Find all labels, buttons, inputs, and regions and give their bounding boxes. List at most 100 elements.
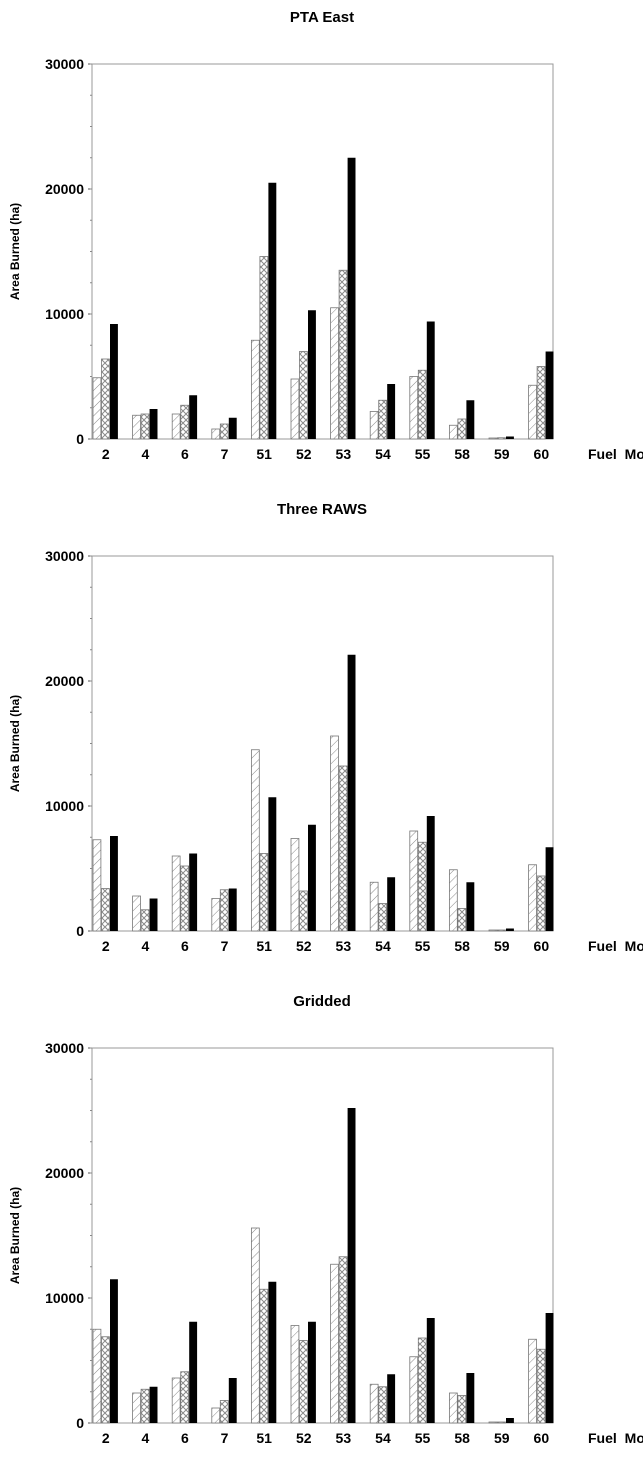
bar-53-s1 bbox=[330, 1263, 339, 1424]
x-tick-label: 54 bbox=[375, 1430, 391, 1446]
bar-55-s1 bbox=[409, 376, 419, 440]
bar-7-s2 bbox=[219, 423, 229, 440]
bar-7-s1 bbox=[211, 428, 221, 440]
x-tick-label: 55 bbox=[415, 938, 431, 954]
bar-55-s2 bbox=[417, 1337, 427, 1424]
bar-52-s2 bbox=[299, 1340, 308, 1424]
bar-55-s1 bbox=[409, 1356, 419, 1424]
bar-2-s2 bbox=[101, 888, 110, 932]
y-tick-label: 0 bbox=[76, 431, 84, 447]
bar-2-s1 bbox=[92, 1328, 102, 1424]
x-tick-label: 52 bbox=[296, 1430, 312, 1446]
bar-60-s1 bbox=[528, 384, 537, 440]
bar-60-s2 bbox=[536, 366, 546, 440]
bar-58-s3 bbox=[466, 1373, 475, 1423]
bar-53-s1 bbox=[330, 735, 339, 932]
x-tick-label: 59 bbox=[494, 1430, 510, 1446]
chart-title: PTA East bbox=[290, 9, 354, 26]
bar-51-s2 bbox=[259, 256, 269, 440]
bar-59-s1 bbox=[488, 929, 498, 932]
bar-54-s3 bbox=[387, 384, 396, 439]
bar-58-s3 bbox=[466, 882, 475, 931]
bar-4-s3 bbox=[149, 409, 158, 439]
y-axis-label: Area Burned (ha) bbox=[8, 1187, 22, 1284]
plot-frame bbox=[91, 63, 554, 440]
bar-6-s1 bbox=[171, 1377, 181, 1424]
bar-51-s3 bbox=[268, 797, 277, 931]
y-axis-label: Area Burned (ha) bbox=[8, 695, 22, 792]
bar-2-s3 bbox=[110, 324, 118, 439]
bar-59-s3 bbox=[506, 1418, 514, 1423]
y-tick-label: 30000 bbox=[45, 548, 84, 564]
x-tick-label: 55 bbox=[415, 446, 431, 462]
bar-59-s2 bbox=[497, 437, 506, 440]
bar-2-s3 bbox=[110, 836, 118, 931]
bar-53-s3 bbox=[347, 1108, 356, 1423]
bar-54-s3 bbox=[387, 877, 396, 931]
y-tick-label: 30000 bbox=[45, 56, 84, 72]
bar-54-s2 bbox=[378, 399, 388, 440]
bar-7-s1 bbox=[211, 898, 221, 932]
bar-60-s3 bbox=[545, 1313, 554, 1423]
bar-54-s1 bbox=[369, 881, 379, 932]
bar-55-s3 bbox=[426, 321, 435, 439]
bar-55-s2 bbox=[417, 841, 427, 932]
x-tick-label: 55 bbox=[415, 1430, 431, 1446]
y-tick-label: 0 bbox=[76, 923, 84, 939]
x-tick-label: 52 bbox=[296, 938, 312, 954]
bar-2-s1 bbox=[92, 839, 102, 932]
bar-51-s1 bbox=[250, 1227, 260, 1424]
bar-58-s1 bbox=[448, 424, 458, 440]
bar-6-s2 bbox=[180, 404, 189, 440]
plot-frame bbox=[91, 555, 554, 932]
bar-53-s3 bbox=[347, 654, 356, 931]
y-tick-label: 10000 bbox=[45, 1290, 84, 1306]
x-tick-label: 7 bbox=[221, 938, 229, 954]
x-tick-label: 7 bbox=[221, 1430, 229, 1446]
bar-54-s2 bbox=[378, 903, 388, 932]
x-tick-label: 59 bbox=[494, 446, 510, 462]
y-tick-label: 30000 bbox=[45, 1040, 84, 1056]
x-axis-label: Fuel Model bbox=[588, 446, 643, 462]
bar-6-s1 bbox=[171, 855, 181, 932]
bar-4-s3 bbox=[149, 898, 158, 931]
bar-52-s1 bbox=[290, 838, 300, 932]
x-tick-label: 2 bbox=[102, 1430, 110, 1446]
bar-59-s2 bbox=[497, 929, 506, 932]
x-tick-label: 53 bbox=[336, 446, 352, 462]
x-tick-label: 51 bbox=[256, 1430, 272, 1446]
x-tick-label: 52 bbox=[296, 446, 312, 462]
x-tick-label: 7 bbox=[221, 446, 229, 462]
x-tick-label: 51 bbox=[256, 446, 272, 462]
x-tick-label: 53 bbox=[336, 938, 352, 954]
bar-58-s2 bbox=[457, 418, 467, 440]
bar-59-s1 bbox=[488, 437, 498, 440]
bar-2-s1 bbox=[92, 377, 102, 440]
bar-55-s3 bbox=[426, 1318, 435, 1423]
bar-51-s1 bbox=[250, 749, 260, 932]
bar-2-s2 bbox=[101, 1336, 110, 1424]
bar-4-s1 bbox=[132, 895, 141, 932]
bar-52-s3 bbox=[308, 824, 316, 931]
x-tick-label: 6 bbox=[181, 446, 189, 462]
x-tick-label: 4 bbox=[141, 938, 149, 954]
x-tick-label: 60 bbox=[534, 446, 550, 462]
bar-58-s1 bbox=[448, 1392, 458, 1424]
bar-2-s3 bbox=[110, 1279, 118, 1423]
bar-2-s2 bbox=[101, 358, 110, 440]
y-axis-label: Area Burned (ha) bbox=[8, 203, 22, 300]
y-tick-label: 20000 bbox=[45, 673, 84, 689]
bar-6-s2 bbox=[180, 865, 189, 932]
bar-6-s1 bbox=[171, 413, 181, 440]
bar-53-s2 bbox=[338, 765, 348, 932]
bar-7-s2 bbox=[219, 889, 229, 932]
bar-53-s2 bbox=[338, 1256, 348, 1424]
chart-title: Three RAWS bbox=[277, 501, 367, 518]
bar-4-s2 bbox=[140, 413, 150, 440]
bar-60-s1 bbox=[528, 1338, 537, 1424]
bar-51-s2 bbox=[259, 853, 269, 932]
plot-frame bbox=[91, 1047, 554, 1424]
x-tick-label: 59 bbox=[494, 938, 510, 954]
x-tick-label: 54 bbox=[375, 938, 391, 954]
bar-51-s3 bbox=[268, 182, 277, 439]
